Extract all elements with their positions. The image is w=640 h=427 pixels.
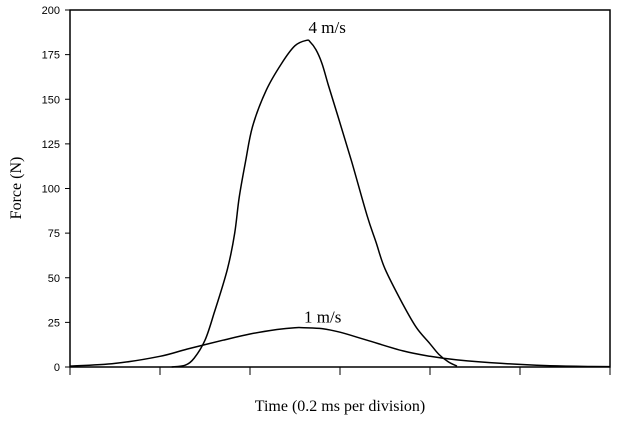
y-tick-label: 25 [48, 317, 60, 329]
y-axis-label: Force (N) [8, 157, 25, 220]
series-layer [69, 39, 611, 368]
series-annotation-label: 4 m/s [309, 18, 346, 37]
y-tick-label: 175 [42, 50, 60, 62]
y-tick-label: 75 [48, 228, 60, 240]
annotation-layer: 4 m/s 1 m/s [304, 18, 346, 326]
x-axis-ticks [69, 367, 611, 375]
y-tick-label: 0 [54, 362, 60, 374]
series-line-1ms [69, 326, 611, 368]
series-line-4ms [171, 39, 458, 368]
y-axis-ticks: 0 25 50 75 100 125 150 175 200 [42, 5, 70, 374]
x-axis-label: Time (0.2 ms per division) [255, 398, 426, 415]
y-tick-label: 100 [42, 184, 60, 196]
y-tick-label: 150 [42, 94, 60, 106]
y-tick-label: 50 [48, 273, 60, 285]
series-annotation-label: 1 m/s [304, 307, 341, 326]
y-tick-label: 200 [42, 5, 60, 17]
y-tick-label: 125 [42, 139, 60, 151]
